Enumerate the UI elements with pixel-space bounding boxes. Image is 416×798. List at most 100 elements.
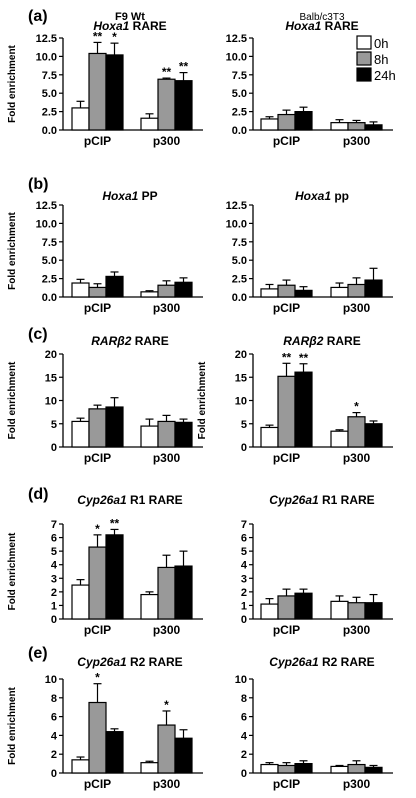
title-element: R2 RARE	[127, 655, 183, 669]
legend-swatch-24h	[356, 67, 372, 82]
bar	[364, 423, 383, 448]
y-axis-label: Fold enrichment	[7, 211, 18, 289]
y-tick-label: 2	[241, 749, 247, 761]
y-tick-label: 8	[241, 693, 247, 705]
y-tick-label: 5	[51, 419, 57, 431]
title-gene: Cyp26a1	[77, 655, 127, 669]
x-category-label: p300	[343, 623, 371, 637]
y-tick-label: 1	[51, 600, 57, 612]
chart-panel: Cyp26a1 R1 RARE 0 12 34 56 7 pCIP p300	[241, 493, 393, 637]
legend-label-8h: 8h	[374, 52, 388, 67]
bar	[277, 595, 296, 620]
bar	[364, 279, 383, 298]
bar	[71, 420, 90, 448]
y-tick-label: 3	[241, 573, 247, 585]
bar	[105, 534, 124, 620]
y-tick-label: 0.0	[42, 292, 57, 304]
bar	[347, 763, 366, 774]
y-tick-label: 0.0	[232, 125, 247, 137]
y-tick-label: 2.5	[232, 107, 247, 119]
y-tick-label: 7.5	[42, 237, 57, 249]
title-gene: Hoxa1	[295, 189, 331, 203]
x-category-label: pCIP	[273, 134, 300, 148]
y-tick-label: 6	[51, 712, 57, 724]
bar	[71, 584, 90, 620]
bar	[140, 425, 159, 448]
title-gene: Cyp26a1	[269, 493, 319, 507]
y-tick-label: 2.5	[232, 274, 247, 286]
title-gene: Cyp26a1	[77, 493, 127, 507]
bar	[174, 80, 193, 131]
bar	[277, 284, 296, 298]
y-tick-label: 10.0	[36, 51, 57, 63]
bar	[294, 110, 313, 131]
x-category-label: p300	[153, 301, 181, 315]
bar	[174, 565, 193, 620]
bar	[260, 288, 279, 298]
y-tick-label: 1	[241, 600, 247, 612]
y-tick-label: 4	[51, 730, 58, 742]
title-element: RARE	[131, 334, 168, 348]
title-gene: Cyp26a1	[269, 655, 319, 669]
bar	[294, 762, 313, 774]
panel-label: (a)	[28, 8, 48, 25]
significance-label: *	[95, 671, 100, 685]
y-tick-label: 10.0	[226, 51, 247, 63]
title-gene: RARβ2	[283, 334, 323, 348]
bar	[71, 759, 90, 774]
bar	[277, 113, 296, 131]
y-tick-label: 4	[241, 730, 248, 742]
bar	[330, 286, 349, 298]
y-tick-label: 5.0	[232, 88, 247, 100]
chart-title: Hoxa1 PP	[102, 189, 157, 203]
y-tick-label: 5.0	[42, 255, 57, 267]
y-tick-label: 10	[45, 396, 57, 408]
y-axis-label: Fold enrichment	[197, 361, 208, 439]
x-category-label: pCIP	[84, 451, 111, 465]
title-element: PP	[138, 189, 157, 203]
bar	[364, 124, 383, 131]
y-tick-label: 15	[45, 372, 57, 384]
bar	[88, 286, 107, 298]
y-tick-label: 10.0	[36, 218, 57, 230]
x-category-label: pCIP	[273, 451, 300, 465]
bar	[157, 78, 176, 131]
y-tick-label: 20	[45, 349, 57, 361]
bar	[140, 593, 159, 620]
x-category-label: p300	[343, 777, 371, 791]
chart-title: RARβ2 RARE	[91, 334, 168, 348]
y-tick-label: 0.0	[42, 125, 57, 137]
x-category-label: pCIP	[84, 134, 111, 148]
chart-panel: (d) Cyp26a1 R1 RARE 0 12 34 56 7 Fold enrichmen…	[7, 486, 203, 637]
bar	[174, 737, 193, 774]
bar	[71, 282, 90, 298]
bar	[71, 107, 90, 131]
y-tick-label: 10	[235, 674, 247, 686]
bar	[364, 602, 383, 620]
chart-panel: (e) Cyp26a1 R2 RARE 0 2 4 6 8 10 Fold enrichment…	[7, 645, 203, 791]
chart-panel: (c) RARβ2 RARE 0 5 10 15 20 Fold enrichment pCIP…	[7, 326, 203, 465]
y-tick-label: 10	[235, 396, 247, 408]
y-tick-label: 10	[45, 674, 57, 686]
y-tick-label: 4	[241, 560, 248, 572]
y-tick-label: 2.5	[42, 107, 57, 119]
chart-title: Hoxa1 RARE	[93, 19, 166, 33]
title-element: RARE	[129, 19, 166, 33]
y-axis-label: Fold enrichment	[7, 361, 18, 439]
significance-label: *	[112, 30, 117, 44]
chart-title: Cyp26a1 R2 RARE	[269, 655, 374, 669]
x-category-label: p300	[343, 451, 371, 465]
x-category-label: pCIP	[273, 301, 300, 315]
significance-label: **	[282, 350, 292, 364]
bar	[174, 421, 193, 448]
y-tick-label: 7.5	[232, 70, 247, 82]
y-tick-label: 7	[51, 519, 57, 531]
title-gene: RARβ2	[91, 334, 131, 348]
x-category-label: p300	[153, 623, 181, 637]
chart-panel: (a) Hoxa1 RARE 0.0 2.5 5.0 7.5 10.0 12.5 Fold en…	[7, 8, 203, 148]
bar	[277, 375, 296, 448]
left-column-header: F9 Wt	[115, 11, 145, 23]
x-category-label: p300	[153, 134, 181, 148]
title-element: R1 RARE	[319, 493, 375, 507]
